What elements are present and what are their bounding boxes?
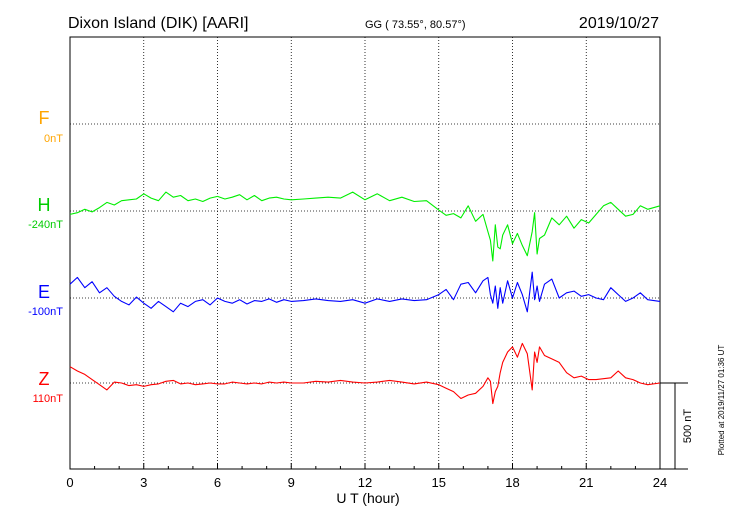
grid-lines [70, 37, 660, 469]
scale-bar-label: 500 nT [682, 409, 694, 444]
label-F: F [39, 108, 50, 128]
x-tick-label-18: 18 [505, 475, 519, 490]
traces [69, 191, 661, 405]
label-Z: Z [39, 369, 50, 389]
station-title: Dixon Island (DIK) [AARI] [68, 15, 249, 32]
trace-Z [69, 342, 661, 405]
offset-F: 0nT [44, 133, 63, 145]
station-coords: GG ( 73.55°, 80.57°) [365, 19, 466, 31]
x-tick-label-9: 9 [288, 475, 295, 490]
trace-H [69, 191, 661, 262]
label-H: H [38, 195, 51, 215]
x-tick-label-3: 3 [140, 475, 147, 490]
x-axis-ticks: 0 3 6 9 12 15 18 21 24 [66, 463, 667, 490]
channel-labels: F 0nT H -240nT E -100nT Z 110nT [28, 108, 63, 405]
plotted-note: Plotted at 2019/11/27 01:36 UT [717, 345, 726, 456]
x-tick-label-0: 0 [66, 475, 73, 490]
x-tick-label-6: 6 [214, 475, 221, 490]
offset-Z: 110nT [33, 393, 64, 405]
trace-E [69, 271, 661, 313]
x-tick-label-12: 12 [358, 475, 372, 490]
x-axis-label: U T (hour) [336, 490, 399, 506]
scale-bar: 500 nT [660, 382, 694, 470]
x-tick-label-24: 24 [653, 475, 667, 490]
plot-date: 2019/10/27 [579, 15, 659, 32]
offset-E: -100nT [28, 306, 63, 318]
x-tick-label-15: 15 [432, 475, 446, 490]
label-E: E [38, 282, 50, 302]
offset-H: -240nT [28, 219, 63, 231]
x-tick-label-21: 21 [579, 475, 593, 490]
